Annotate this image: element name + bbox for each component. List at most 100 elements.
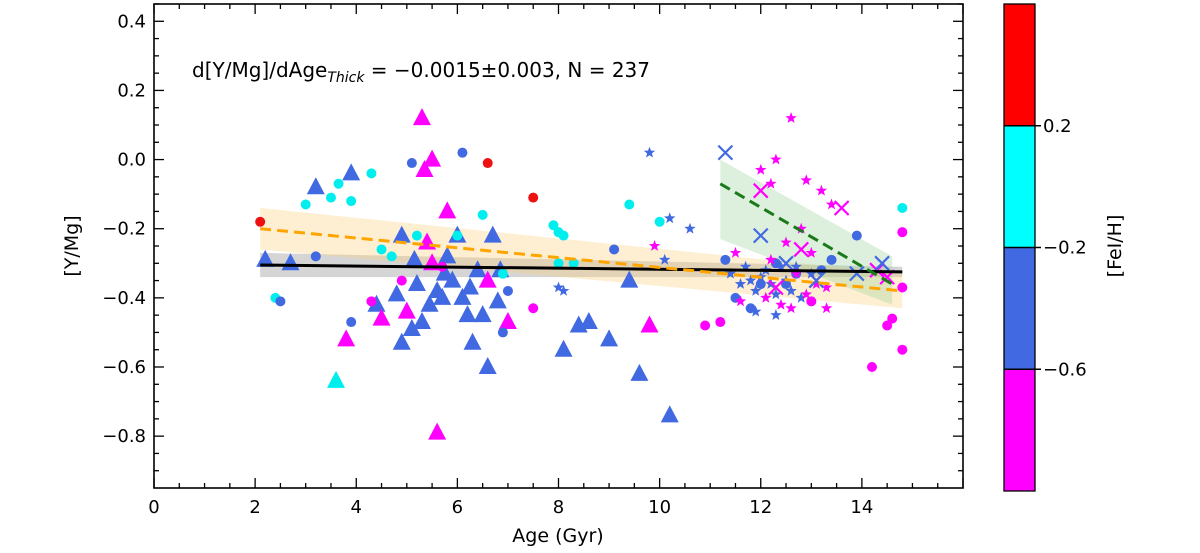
triangles-point-30 [478, 270, 497, 288]
triangles-point-46 [640, 315, 659, 333]
stars-point-44 [734, 295, 747, 307]
x-axis-label: Age (Gyr) [512, 525, 603, 547]
stars-point-17 [739, 260, 752, 272]
circles-point-40 [887, 313, 898, 324]
colorbar-band [1004, 247, 1035, 370]
orange-fit [260, 227, 903, 293]
circles-point-53 [553, 258, 564, 269]
stars-point-24 [785, 112, 797, 123]
triangles-point-18 [428, 422, 447, 440]
triangles-point-47 [660, 405, 679, 423]
stars-point-39 [820, 281, 833, 293]
circles-point-29 [700, 320, 711, 331]
circles-point-45 [720, 254, 731, 265]
circles-point-18 [502, 285, 513, 296]
stars-point-21 [805, 267, 817, 279]
annotation-prefix: d[Y/Mg]/dAge [192, 58, 327, 82]
triangles-point-37 [435, 263, 454, 281]
thick-disk-fit [260, 263, 903, 274]
stars-point-9 [744, 274, 757, 286]
stars-point-35 [800, 288, 812, 300]
stars-point-1 [664, 212, 676, 224]
crosses-point-11 [768, 279, 784, 296]
green-fit-band [720, 159, 893, 305]
circles-point-7 [346, 196, 357, 207]
circles-point-44 [897, 202, 908, 213]
triangles-point-40 [554, 339, 573, 357]
triangles-point-43 [600, 329, 619, 347]
colorbar-band [1004, 125, 1035, 248]
circles-point-26 [609, 244, 620, 255]
data-points [255, 108, 908, 440]
circles-point-22 [548, 220, 559, 231]
triangles-point-10 [397, 301, 416, 319]
stars-point-26 [800, 174, 812, 186]
stars-point-42 [785, 302, 797, 314]
circles-point-25 [568, 258, 579, 269]
circles-point-14 [457, 147, 468, 158]
y-tick-label: −0.2 [102, 219, 146, 240]
circles-point-0 [255, 216, 266, 227]
y-tick-label: −0.8 [102, 426, 146, 447]
colorbar-label: [FeI/H] [1104, 215, 1126, 278]
stars-point-19 [775, 260, 787, 272]
circles-point-30 [715, 317, 726, 328]
crosses-point-2 [752, 227, 769, 244]
triangles-point-36 [420, 294, 439, 312]
circles-point-21 [528, 303, 539, 314]
triangles-point-42 [579, 312, 598, 330]
circles-point-20 [497, 327, 508, 338]
colorbar-tick-label: −0.6 [1043, 359, 1087, 380]
triangles-point-6 [367, 294, 386, 312]
circles-point-50 [396, 275, 407, 286]
circles-point-12 [406, 158, 417, 169]
circles-point-47 [806, 296, 817, 307]
crosses-point-9 [874, 255, 890, 272]
x-tick-label: 6 [452, 497, 463, 518]
circles-point-27 [624, 199, 635, 210]
circles-point-41 [897, 344, 908, 355]
stars-point-20 [790, 260, 802, 272]
circles-point-48 [781, 279, 792, 290]
triangles-point-4 [327, 370, 346, 388]
stars-point-40 [750, 305, 762, 317]
y-tick-labels: −0.8 −0.6 −0.4 −0.2 0.0 0.2 0.4 [102, 11, 146, 447]
circles-point-11 [386, 251, 397, 262]
stars-point-36 [775, 298, 787, 310]
stars-point-33 [790, 267, 802, 279]
triangles-point-45 [630, 363, 649, 381]
stars-point-6 [557, 284, 570, 296]
x-tick-labels: 0 2 4 6 8 10 12 14 [148, 497, 873, 518]
triangles-point-31 [478, 357, 497, 374]
circles-point-2 [275, 296, 286, 307]
annotation-subscript: Thick [327, 70, 365, 86]
axis-ticks [153, 3, 964, 488]
circles-point-38 [866, 362, 877, 372]
circles-point-36 [826, 254, 837, 265]
stars-point-22 [755, 163, 767, 175]
circles-point-6 [333, 178, 344, 189]
triangles-point-21 [438, 201, 457, 219]
y-axis-label: [Y/Mg] [61, 215, 83, 276]
colorbar: 0.2 −0.2 −0.6 [1003, 3, 1087, 492]
triangles-point-8 [387, 284, 406, 302]
stars-point-32 [765, 253, 777, 265]
stars-point-7 [724, 267, 737, 279]
fit-annotation: d[Y/Mg]/dAgeThick = −0.0015±0.003, N = 2… [192, 58, 650, 86]
triangles-point-35 [405, 249, 424, 267]
crosses-point-1 [752, 182, 769, 199]
x-tick-label: 14 [850, 497, 873, 518]
triangles-point-12 [407, 274, 426, 292]
colorbar-tick-label: 0.2 [1043, 116, 1072, 137]
crosses-point-3 [778, 255, 794, 272]
triangles-point-15 [423, 149, 442, 167]
y-tick-label: 0.0 [117, 150, 146, 171]
stars-point-16 [795, 291, 807, 303]
stars-point-5 [552, 281, 565, 293]
triangles-point-49 [412, 312, 431, 330]
circles-point-49 [452, 230, 463, 241]
triangles-point-0 [256, 249, 275, 267]
x-tick-label: 8 [553, 497, 564, 518]
circles-point-43 [897, 227, 908, 238]
